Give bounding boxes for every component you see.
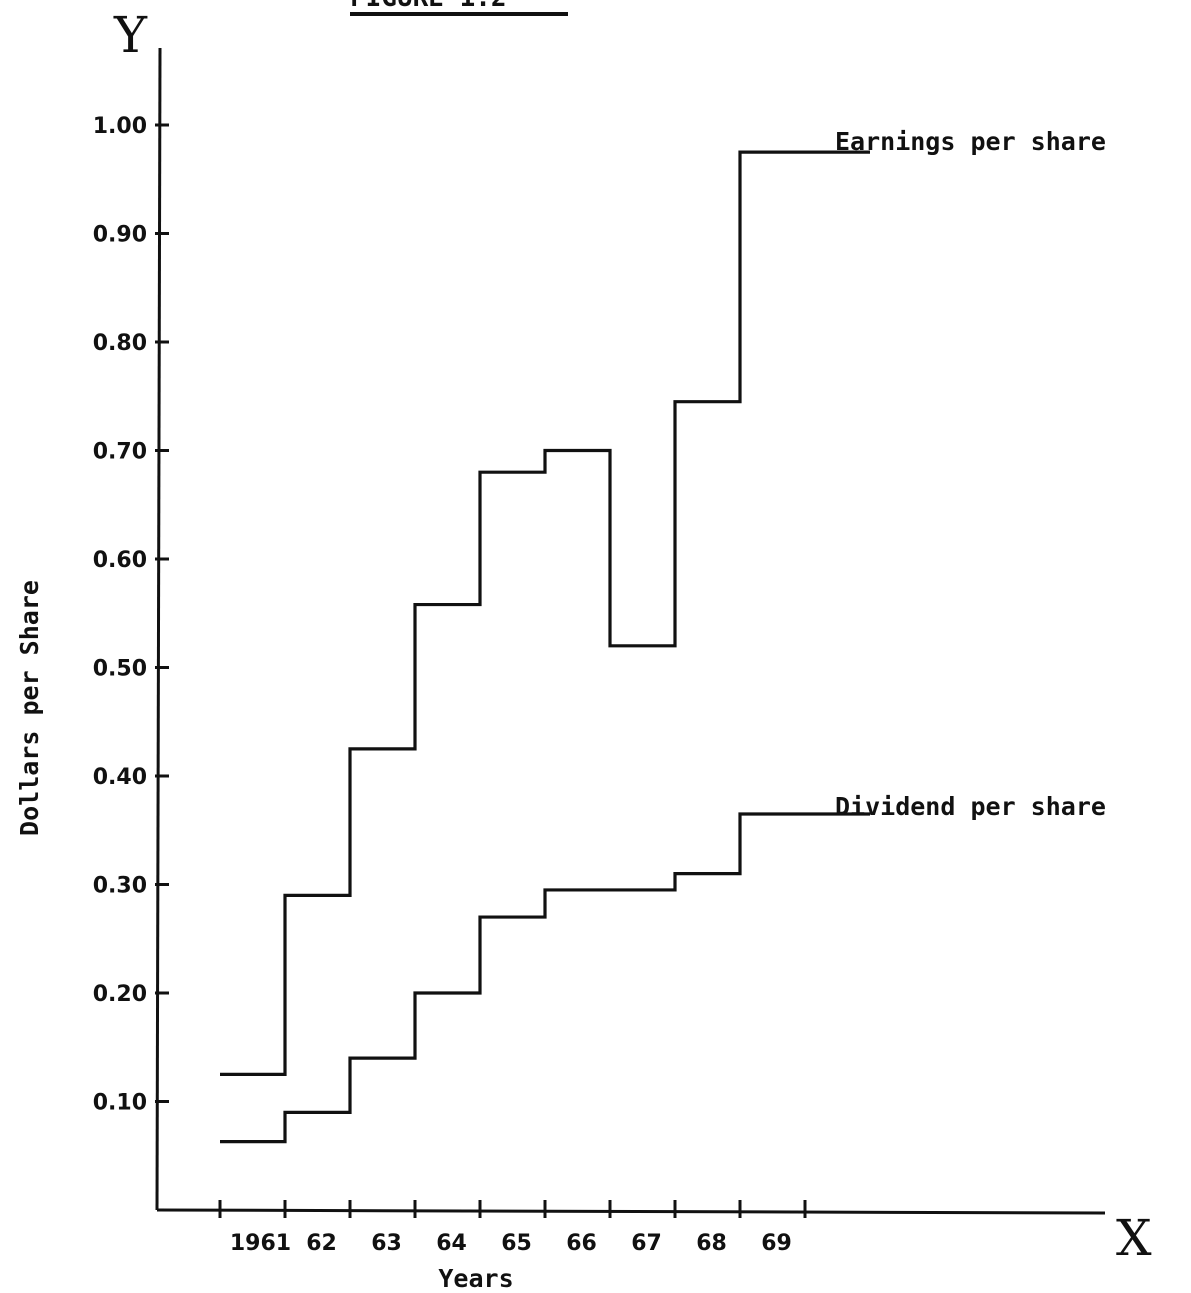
x-tick-label: 1961 — [230, 1231, 291, 1256]
y-axis-letter: Y — [113, 6, 148, 64]
x-axis — [156, 1208, 1106, 1215]
x-tick-label: 64 — [436, 1231, 467, 1256]
x-tick-label: 62 — [306, 1231, 337, 1256]
x-tick-label: 63 — [371, 1231, 402, 1256]
y-axis — [155, 47, 162, 1211]
x-axis-title: Years — [438, 1264, 513, 1293]
y-tick-label: 0.70 — [93, 440, 147, 465]
series-line — [220, 150, 870, 1076]
y-tick-label: 0.10 — [93, 1091, 147, 1116]
series-line — [220, 812, 870, 1144]
x-tick-label: 66 — [566, 1231, 597, 1256]
y-tick-label: 0.80 — [93, 331, 147, 356]
y-axis-title: Dollars per Share — [15, 580, 44, 836]
series-label: Earnings per share — [835, 127, 1106, 156]
x-tick-label: 67 — [631, 1231, 662, 1256]
y-tick-label: 0.90 — [93, 223, 147, 248]
x-tick-label: 69 — [761, 1231, 792, 1256]
y-tick-label: 1.00 — [93, 114, 147, 139]
series-label: Dividend per share — [835, 792, 1106, 821]
y-tick-label: 0.20 — [93, 982, 147, 1007]
x-tick-label: 68 — [696, 1231, 727, 1256]
x-tick-label: 65 — [501, 1231, 532, 1256]
y-tick-label: 0.50 — [93, 657, 147, 682]
figure-title: FIGURE 1.2 — [350, 0, 507, 13]
x-axis-letter: X — [1116, 1209, 1152, 1267]
y-tick-label: 0.30 — [93, 874, 147, 899]
y-tick-label: 0.60 — [93, 548, 147, 573]
y-tick-label: 0.40 — [93, 765, 147, 790]
